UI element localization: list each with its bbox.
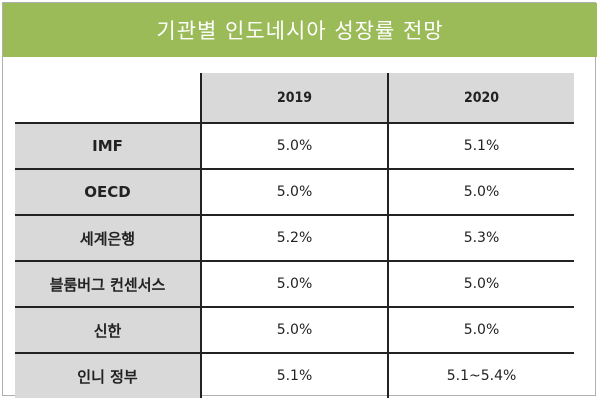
value-2020: 5.0% xyxy=(387,260,574,307)
value-2019: 5.0% xyxy=(200,260,388,307)
table-row: IMF 5.0% 5.1% xyxy=(15,122,574,169)
value-2019: 5.0% xyxy=(200,168,388,215)
value-2020: 5.1~5.4% xyxy=(387,352,574,398)
value-2020: 5.3% xyxy=(387,214,574,261)
row-label: 블룸버그 컨센서스 xyxy=(15,260,201,307)
table-row: OECD 5.0% 5.0% xyxy=(15,168,574,215)
value-2020: 5.0% xyxy=(387,168,574,215)
value-2019: 5.1% xyxy=(200,352,388,398)
table-row: 블룸버그 컨센서스 5.0% 5.0% xyxy=(15,260,574,307)
row-label: 세계은행 xyxy=(15,214,201,261)
value-2020: 5.0% xyxy=(387,306,574,353)
header-empty-cell xyxy=(15,73,201,123)
header-row: 2019 2020 xyxy=(15,73,574,123)
row-label: 신한 xyxy=(15,306,201,353)
header-2019: 2019 xyxy=(200,73,388,123)
row-label: IMF xyxy=(15,122,201,169)
table-row: 인니 정부 5.1% 5.1~5.4% xyxy=(15,352,574,398)
header-2020: 2020 xyxy=(387,73,574,123)
row-label: 인니 정부 xyxy=(15,352,201,398)
value-2019: 5.2% xyxy=(200,214,388,261)
value-2019: 5.0% xyxy=(200,122,388,169)
row-label: OECD xyxy=(15,168,201,215)
value-2019: 5.0% xyxy=(200,306,388,353)
growth-forecast-table: 2019 2020 IMF 5.0% 5.1% OECD 5.0% 5.0% 세… xyxy=(15,73,574,398)
table-title: 기관별 인도네시아 성장률 전망 xyxy=(3,3,597,57)
value-2020: 5.1% xyxy=(387,122,574,169)
table-row: 신한 5.0% 5.0% xyxy=(15,306,574,353)
table-row: 세계은행 5.2% 5.3% xyxy=(15,214,574,261)
